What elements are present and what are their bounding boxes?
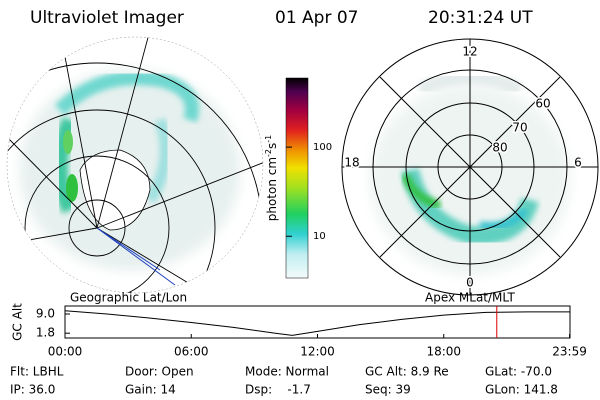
lat-label: 60: [535, 97, 550, 111]
colorbar: [285, 77, 309, 279]
colorbar-tick-label: 10: [313, 231, 326, 242]
x-tick-label: 12:00: [300, 345, 335, 359]
geographic-image: [7, 37, 263, 293]
status-field: Seq: 39: [365, 383, 411, 397]
y-tick-label: 1.8: [36, 326, 55, 340]
mlt-label: 12: [462, 45, 477, 59]
x-tick-label: 18:00: [426, 345, 461, 359]
status-field: GC Alt: 8.9 Re: [365, 365, 449, 379]
status-field: Gain: 14: [125, 383, 176, 397]
status-field: Dsp: -1.7: [245, 383, 311, 397]
status-field: Mode: Normal: [245, 365, 329, 379]
y-tick-label: 9.0: [36, 307, 55, 321]
date: 01 Apr 07: [275, 8, 358, 28]
lat-label: 70: [512, 121, 527, 135]
x-tick-label: 06:00: [174, 345, 209, 359]
altitude-frame: [64, 305, 571, 339]
status-field: IP: 36.0: [10, 383, 55, 397]
colorbar-label: photon cm-2s-1: [264, 135, 279, 222]
x-tick-label: 00:00: [48, 345, 83, 359]
x-tick-label: 23:59: [552, 345, 587, 359]
polar-grid: [341, 38, 599, 296]
mlt-label: 6: [574, 156, 582, 170]
status-field: GLat: -70.0: [485, 365, 552, 379]
apex-label: Apex MLat/MLT: [425, 291, 515, 305]
altitude-line: [64, 310, 570, 336]
colorbar-tick-label: 100: [313, 142, 332, 153]
lat-label: 80: [492, 141, 507, 155]
mlt-label: 18: [344, 156, 359, 170]
status-field: GLon: 141.8: [485, 383, 558, 397]
status-field: Door: Open: [125, 365, 194, 379]
mlt-label: 0: [466, 276, 474, 290]
status-field: Flt: LBHL: [10, 365, 64, 379]
title: Ultraviolet Imager: [30, 8, 184, 28]
geo-label: Geographic Lat/Lon: [70, 291, 187, 305]
altitude-ylabel: GC Alt: [11, 303, 25, 341]
time: 20:31:24 UT: [428, 8, 533, 28]
